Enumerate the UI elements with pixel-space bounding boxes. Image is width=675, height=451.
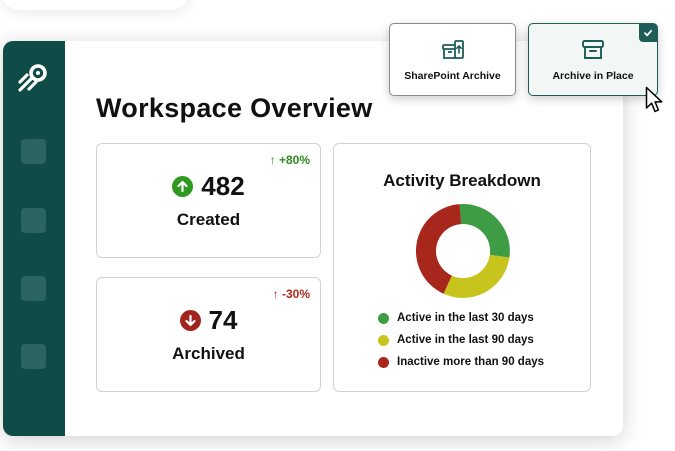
created-stat-card: ↑ +80% 482 Created bbox=[96, 143, 321, 258]
trend-up-icon: ↑ bbox=[269, 153, 276, 167]
dashboard-window: Workspace Overview ↑ +80% 482 Created ↑ … bbox=[3, 41, 623, 436]
activity-donut-chart bbox=[415, 203, 510, 298]
donut-segment-inactive-90 bbox=[415, 204, 462, 294]
archived-trend-value: -30% bbox=[281, 287, 310, 301]
sidebar-item-2[interactable] bbox=[21, 208, 46, 233]
sidebar-item-3[interactable] bbox=[21, 276, 46, 301]
legend-item: Inactive more than 90 days bbox=[378, 351, 544, 373]
app-logo-icon[interactable] bbox=[16, 60, 52, 96]
legend-label: Active in the last 90 days bbox=[397, 334, 534, 346]
created-label: Created bbox=[176, 210, 241, 229]
created-trend: ↑ +80% bbox=[270, 153, 310, 167]
mouse-pointer-icon bbox=[645, 86, 663, 113]
archived-count: 74 bbox=[208, 304, 238, 335]
activity-breakdown-card: Activity Breakdown Active in the last 30… bbox=[333, 143, 591, 392]
sidebar bbox=[3, 41, 65, 436]
archived-stat-card: ↑ -30% 74 Archived bbox=[96, 277, 321, 392]
trend-up-icon: ↑ bbox=[272, 287, 279, 301]
sidebar-item-1[interactable] bbox=[21, 139, 46, 164]
archive-box-icon bbox=[582, 40, 604, 59]
legend-label: Active in the last 30 days bbox=[397, 312, 534, 324]
legend-dot-green bbox=[378, 312, 389, 324]
donut-segment-active-90 bbox=[443, 254, 510, 298]
arrow-up-circle-icon bbox=[172, 175, 194, 197]
archived-trend: ↑ -30% bbox=[273, 287, 310, 301]
archive-in-place-label: Archive in Place bbox=[552, 70, 634, 82]
legend-item: Active in the last 30 days bbox=[378, 307, 544, 329]
legend-item: Active in the last 90 days bbox=[378, 329, 544, 351]
page-title: Workspace Overview bbox=[96, 93, 373, 123]
sidebar-item-4[interactable] bbox=[21, 344, 46, 369]
activity-breakdown-title: Activity Breakdown bbox=[383, 171, 541, 190]
created-count: 482 bbox=[201, 170, 245, 201]
created-trend-value: +80% bbox=[278, 153, 310, 167]
arrow-down-circle-icon bbox=[179, 309, 201, 331]
archive-in-place-option[interactable]: Archive in Place bbox=[528, 23, 658, 96]
activity-legend: Active in the last 30 days Active in the… bbox=[378, 307, 544, 373]
archived-label: Archived bbox=[172, 344, 245, 363]
sharepoint-archive-icon bbox=[441, 40, 464, 59]
sharepoint-archive-option[interactable]: SharePoint Archive bbox=[389, 23, 516, 96]
legend-dot-red bbox=[378, 356, 389, 368]
selected-check-icon bbox=[639, 24, 657, 42]
sharepoint-archive-label: SharePoint Archive bbox=[404, 70, 501, 82]
donut-segment-active-30 bbox=[459, 203, 510, 258]
background-card-edge bbox=[0, 0, 190, 10]
legend-dot-yellow bbox=[378, 334, 389, 346]
legend-label: Inactive more than 90 days bbox=[397, 356, 545, 368]
